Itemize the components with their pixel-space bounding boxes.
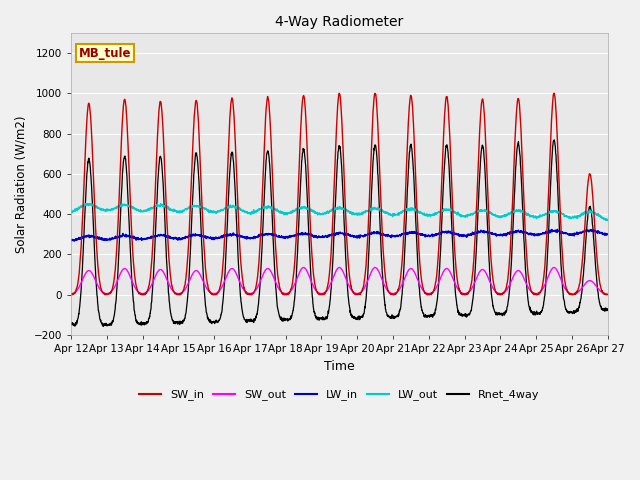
LW_out — [604, 217, 612, 223]
Title: 4-Way Radiometer: 4-Way Radiometer — [275, 15, 403, 29]
SW_out — [572, 290, 579, 296]
LW_out — [67, 210, 75, 216]
Legend: SW_in, SW_out, LW_in, LW_out, Rnet_4way: SW_in, SW_out, LW_in, LW_out, Rnet_4way — [134, 385, 544, 405]
SW_in — [367, 168, 374, 174]
LW_out — [557, 209, 564, 215]
LW_out — [495, 214, 503, 220]
Rnet_4way — [217, 312, 225, 318]
LW_out — [572, 214, 579, 220]
Line: SW_in: SW_in — [71, 93, 608, 295]
LW_out — [367, 205, 374, 211]
SW_in — [355, 291, 363, 297]
Rnet_4way — [572, 309, 579, 314]
LW_in — [604, 231, 612, 237]
LW_in — [367, 230, 374, 236]
LW_in — [217, 233, 225, 239]
SW_in — [67, 292, 75, 298]
Rnet_4way — [550, 137, 558, 143]
LW_out — [603, 217, 611, 223]
LW_in — [572, 230, 579, 236]
SW_in — [572, 289, 579, 295]
SW_in — [550, 90, 558, 96]
SW_in — [495, 292, 503, 298]
SW_out — [217, 286, 225, 292]
Rnet_4way — [495, 311, 503, 316]
LW_in — [557, 229, 564, 235]
SW_in — [68, 292, 76, 298]
SW_out — [495, 290, 503, 296]
Rnet_4way — [557, 254, 564, 260]
Rnet_4way — [67, 320, 75, 325]
Rnet_4way — [99, 324, 107, 329]
Line: SW_out: SW_out — [71, 267, 608, 294]
Line: LW_in: LW_in — [71, 229, 608, 241]
LW_out — [217, 208, 225, 214]
X-axis label: Time: Time — [324, 360, 355, 372]
SW_out — [355, 290, 362, 296]
LW_in — [355, 233, 363, 239]
LW_out — [88, 201, 95, 206]
Rnet_4way — [367, 214, 374, 220]
LW_in — [495, 232, 503, 238]
Rnet_4way — [604, 306, 612, 312]
LW_out — [355, 211, 363, 216]
Y-axis label: Solar Radiation (W/m2): Solar Radiation (W/m2) — [15, 115, 28, 252]
Rnet_4way — [355, 315, 363, 321]
Line: LW_out: LW_out — [71, 204, 608, 220]
SW_out — [557, 276, 564, 281]
SW_out — [367, 271, 374, 277]
SW_out — [604, 291, 612, 297]
SW_in — [604, 292, 612, 298]
LW_in — [554, 227, 561, 232]
SW_out — [67, 291, 75, 297]
Line: Rnet_4way: Rnet_4way — [71, 140, 608, 326]
LW_in — [67, 238, 75, 243]
Text: MB_tule: MB_tule — [79, 47, 131, 60]
SW_in — [217, 280, 225, 286]
SW_in — [557, 220, 564, 226]
LW_in — [70, 238, 78, 244]
SW_out — [550, 264, 558, 270]
